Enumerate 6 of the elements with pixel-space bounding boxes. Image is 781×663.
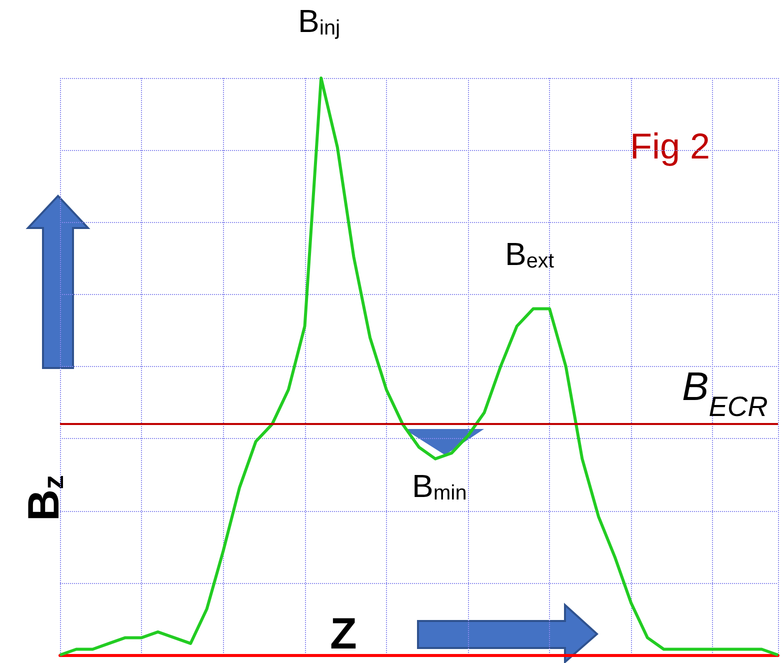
text: Binj: [298, 3, 340, 40]
ref-line-label: B$_{ECR}$: [682, 365, 768, 422]
annotation: Bext: [505, 236, 554, 273]
x-axis-title: Z: [330, 610, 357, 658]
annotation: Bmin: [412, 468, 467, 505]
annotation: Fig 2: [630, 126, 710, 166]
